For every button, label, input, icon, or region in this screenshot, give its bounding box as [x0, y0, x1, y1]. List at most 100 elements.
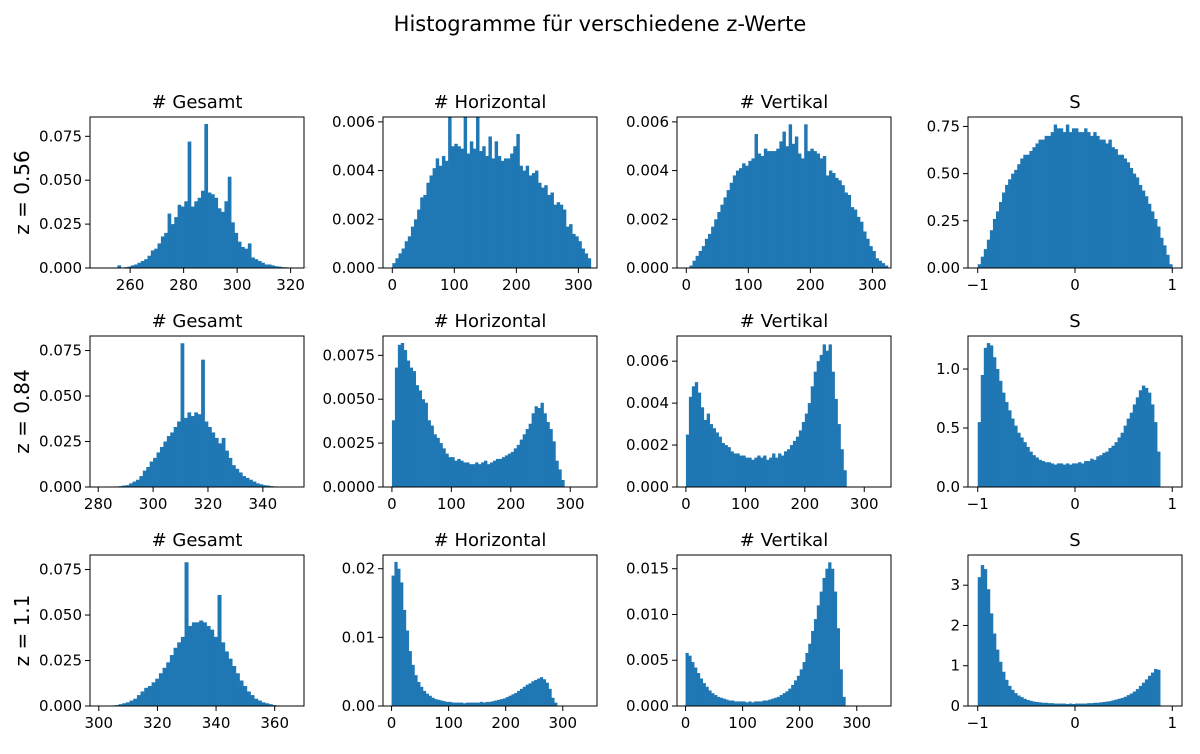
histogram-bar	[1069, 132, 1072, 268]
histogram-bar	[1042, 140, 1045, 268]
histogram-bar	[1136, 397, 1139, 487]
histogram-bar	[829, 344, 832, 487]
histogram-bar	[693, 261, 696, 268]
y-tick-label: 0.0050	[323, 390, 376, 408]
histogram-bar	[993, 634, 996, 706]
histogram-bar	[1124, 426, 1127, 487]
histogram-bar	[141, 261, 145, 268]
histogram-bar	[201, 191, 205, 268]
histogram-bar	[265, 264, 269, 268]
histogram-bar	[214, 198, 218, 268]
y-tick-label: 0.006	[626, 352, 669, 370]
histogram-bar	[437, 700, 440, 706]
histogram-bar	[578, 241, 581, 268]
histogram-bar	[540, 677, 543, 706]
histogram-bar	[1029, 452, 1032, 487]
histogram-bar	[1111, 700, 1114, 706]
histogram-bar	[141, 691, 145, 706]
histogram-bar	[730, 183, 733, 268]
histogram-bar	[835, 399, 838, 487]
histogram-bar	[218, 443, 222, 487]
histogram-bar	[439, 166, 442, 268]
histogram-bar	[1020, 437, 1023, 487]
histogram-bar	[166, 662, 170, 706]
histogram-bar	[192, 622, 196, 706]
histogram-bar	[207, 626, 211, 706]
histogram-bar	[1099, 455, 1102, 487]
histogram-bar	[1017, 164, 1020, 268]
histogram-bar	[841, 185, 844, 268]
histogram-bar	[754, 701, 757, 706]
histogram-bar	[1072, 463, 1075, 487]
histogram-bar	[517, 445, 520, 487]
histogram-bar	[805, 414, 808, 487]
histogram-bar	[170, 655, 174, 706]
histogram-bar	[429, 696, 432, 706]
histogram-bar	[155, 679, 159, 706]
histogram-bar	[191, 207, 195, 268]
histogram-bar	[1151, 673, 1154, 706]
histogram-bar	[1127, 419, 1130, 487]
x-tick-label: 100	[734, 276, 763, 294]
histogram-bar	[177, 422, 181, 487]
histogram-bar	[492, 158, 495, 268]
histogram-bar	[133, 699, 137, 706]
histogram-bar	[158, 243, 162, 268]
histogram-bar	[999, 662, 1002, 706]
histogram-bar	[1087, 461, 1090, 487]
histogram-bar	[394, 562, 397, 706]
histogram-bar	[1111, 446, 1114, 487]
y-tick-label: 3	[950, 576, 960, 594]
histogram-bar	[1096, 456, 1099, 487]
histogram-bar	[1148, 393, 1151, 487]
histogram-bar	[838, 180, 841, 268]
histogram-bar	[249, 480, 253, 487]
histogram-bar	[486, 702, 489, 706]
histogram-bar	[1127, 695, 1130, 706]
histogram-bar	[535, 171, 538, 268]
histogram-bar	[734, 701, 737, 706]
y-tick-label: 0.25	[927, 212, 960, 230]
histogram-bar	[392, 263, 395, 268]
histogram-bar	[1148, 204, 1151, 268]
histogram-bar	[1035, 143, 1038, 268]
histogram-bar	[144, 259, 148, 268]
histogram-bar	[1051, 132, 1054, 268]
histogram-bar	[805, 653, 808, 706]
histogram-bar	[764, 149, 767, 268]
y-tick-label: 0.000	[626, 478, 669, 496]
histogram-bar	[1139, 390, 1142, 487]
histogram-bar	[763, 456, 766, 487]
x-tick-label: 200	[785, 714, 814, 732]
histogram-bar	[543, 679, 546, 706]
x-tick-label: −1	[967, 495, 989, 513]
x-tick-label: 100	[434, 714, 463, 732]
histogram-bar	[776, 149, 779, 268]
panel-title: # Horizontal	[434, 92, 547, 113]
x-tick-label: 100	[731, 495, 760, 513]
histogram-bar	[426, 183, 429, 268]
histogram-bar	[417, 210, 420, 268]
histogram-bar	[1045, 136, 1048, 268]
histogram-bar	[1127, 162, 1130, 268]
histogram-bar	[714, 695, 717, 706]
histogram-bar	[503, 698, 506, 706]
histogram-bar	[211, 432, 215, 487]
histogram-bar	[535, 406, 538, 487]
histogram-bar	[218, 595, 222, 706]
histogram-bar	[835, 178, 838, 268]
histogram-bar	[791, 685, 794, 706]
histogram-bar	[404, 350, 407, 487]
histogram-bar	[201, 360, 205, 487]
histogram-bar	[725, 445, 728, 487]
x-tick-label: 300	[850, 495, 879, 513]
histogram-bar	[711, 227, 714, 268]
histogram-bar	[461, 149, 464, 268]
histogram-bar	[1011, 419, 1014, 487]
histogram-bar	[1096, 136, 1099, 268]
x-tick-label: 0	[681, 714, 691, 732]
y-tick-label: 0.02	[342, 560, 375, 578]
histogram-bar	[779, 141, 782, 268]
histogram-bar	[473, 149, 476, 268]
